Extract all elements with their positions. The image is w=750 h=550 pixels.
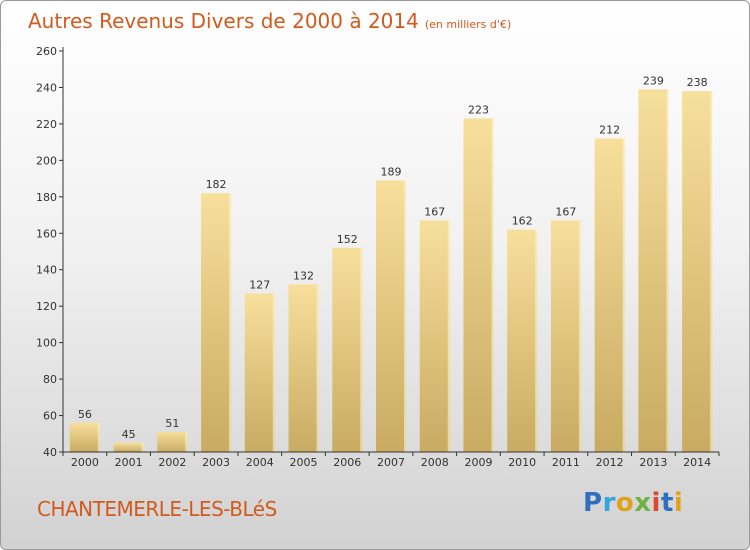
- bar-value-label: 167: [555, 206, 576, 219]
- bar-highlight: [229, 193, 232, 452]
- y-tick-label: 120: [36, 300, 57, 313]
- bar: [594, 138, 625, 452]
- bar-highlight: [622, 138, 625, 452]
- bar-value-label: 152: [337, 233, 358, 246]
- logo-letter: t: [660, 488, 674, 518]
- bar-highlight: [447, 220, 450, 452]
- city-name: CHANTEMERLE-LES-BLéS: [37, 497, 277, 521]
- bar: [201, 193, 232, 452]
- bar: [463, 118, 494, 452]
- logo-letter: i: [651, 488, 661, 518]
- y-tick-label: 260: [36, 45, 57, 58]
- x-tick-label: 2005: [290, 456, 318, 469]
- bar: [507, 229, 538, 452]
- bar-value-label: 238: [687, 76, 708, 89]
- bar: [682, 91, 713, 452]
- y-tick-label: 100: [36, 337, 57, 350]
- bar: [550, 220, 581, 452]
- bar: [244, 293, 275, 452]
- y-tick-label: 180: [36, 191, 57, 204]
- bar: [69, 422, 100, 452]
- x-tick-label: 2007: [377, 456, 405, 469]
- bar-highlight: [316, 284, 319, 452]
- bar-value-label: 239: [643, 74, 664, 87]
- bar-highlight: [141, 442, 144, 452]
- bar: [419, 220, 450, 452]
- bar: [113, 442, 144, 452]
- x-tick-label: 2012: [596, 456, 624, 469]
- x-tick-label: 2009: [464, 456, 492, 469]
- logo-letter: o: [615, 488, 635, 518]
- bar-highlight: [360, 247, 363, 452]
- logo-letter: i: [673, 488, 684, 518]
- x-tick-label: 2004: [246, 456, 274, 469]
- x-axis: 2000 2001 2002 2003 2004 2005 2006 2007 2008 2009…: [62, 451, 720, 469]
- bar: [638, 89, 669, 452]
- chart-title-text: Autres Revenus Divers de 2000 à 2014: [28, 9, 419, 33]
- bar-highlight: [272, 293, 275, 452]
- bar-value-label: 182: [206, 178, 227, 191]
- bar: [376, 180, 406, 452]
- bar: [157, 431, 188, 452]
- logo-letter: x: [634, 488, 652, 518]
- bar-highlight: [535, 229, 538, 452]
- bar-highlight: [97, 422, 100, 452]
- bar-highlight: [404, 180, 406, 452]
- y-axis: 40 60 80 100 120 140 160 180 200 220 240 260: [36, 45, 64, 459]
- bar-value-label: 162: [512, 215, 533, 228]
- bar-value-label: 45: [122, 428, 136, 441]
- bar-value-label: 51: [165, 417, 179, 430]
- y-tick-label: 40: [43, 446, 57, 459]
- bar-highlight: [578, 220, 581, 452]
- logo-letter: r: [602, 488, 616, 518]
- bars: 56 45 51 182 127 132 152 189 167 223 162 167 212 239 2…: [69, 74, 713, 452]
- bar-highlight: [185, 431, 188, 452]
- y-tick-label: 220: [36, 118, 57, 131]
- bar-value-label: 56: [78, 408, 92, 421]
- logo-letter: P: [583, 488, 603, 518]
- bar-highlight: [491, 118, 494, 452]
- bar-value-label: 132: [293, 269, 314, 282]
- x-tick-label: 2008: [421, 456, 449, 469]
- y-tick-label: 60: [43, 410, 57, 423]
- x-tick-label: 2006: [333, 456, 361, 469]
- x-tick-label: 2001: [115, 456, 143, 469]
- x-tick-label: 2010: [508, 456, 536, 469]
- x-tick-label: 2013: [639, 456, 667, 469]
- bar: [288, 284, 319, 452]
- chart-title: Autres Revenus Divers de 2000 à 2014 (en …: [28, 9, 511, 33]
- bar-highlight: [666, 89, 669, 452]
- bar-value-label: 223: [468, 103, 489, 116]
- x-tick-label: 2003: [202, 456, 230, 469]
- bar-value-label: 212: [599, 123, 620, 136]
- x-tick-label: 2000: [71, 456, 99, 469]
- bar: [332, 247, 363, 452]
- y-tick-label: 160: [36, 227, 57, 240]
- y-tick-label: 200: [36, 154, 57, 167]
- x-tick-label: 2002: [158, 456, 186, 469]
- y-tick-label: 140: [36, 264, 57, 277]
- x-tick-label: 2011: [552, 456, 580, 469]
- bar-highlight: [710, 91, 713, 452]
- x-tick-label: 2014: [683, 456, 711, 469]
- proxiti-logo: Proxiti: [583, 488, 683, 518]
- bar-value-label: 167: [424, 206, 445, 219]
- y-tick-label: 80: [43, 373, 57, 386]
- bar-value-label: 127: [249, 278, 270, 291]
- chart-unit: (en milliers d'€): [424, 18, 512, 31]
- bar-value-label: 189: [381, 165, 402, 178]
- y-tick-label: 240: [36, 81, 57, 94]
